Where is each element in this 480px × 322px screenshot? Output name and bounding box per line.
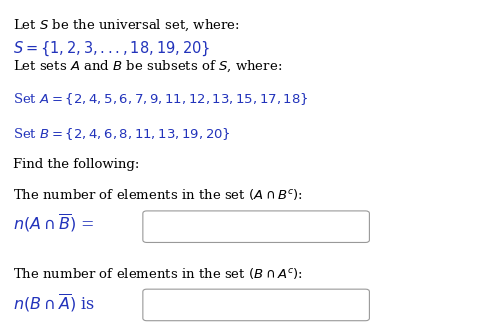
Text: The number of elements in the set $(A \cap B^c)$:: The number of elements in the set $(A \c… bbox=[13, 187, 303, 202]
FancyBboxPatch shape bbox=[143, 289, 369, 321]
Text: Find the following:: Find the following: bbox=[13, 158, 140, 171]
Text: Let $S$ be the universal set, where:: Let $S$ be the universal set, where: bbox=[13, 18, 240, 33]
FancyBboxPatch shape bbox=[143, 211, 369, 242]
Text: Set $A = \{2, 4, 5, 6, 7, 9, 11, 12, 13, 15, 17, 18\}$: Set $A = \{2, 4, 5, 6, 7, 9, 11, 12, 13,… bbox=[13, 91, 309, 107]
Text: The number of elements in the set $(B \cap A^c)$:: The number of elements in the set $(B \c… bbox=[13, 266, 303, 281]
Text: Set $B = \{2, 4, 6, 8, 11, 13, 19, 20\}$: Set $B = \{2, 4, 6, 8, 11, 13, 19, 20\}$ bbox=[13, 126, 231, 141]
Text: $n(A \cap \overline{B})$ =: $n(A \cap \overline{B})$ = bbox=[13, 213, 95, 234]
Text: $S = \{1, 2, 3, ..., 18, 19, 20\}$: $S = \{1, 2, 3, ..., 18, 19, 20\}$ bbox=[13, 39, 210, 58]
Text: Let sets $A$ and $B$ be subsets of $S$, where:: Let sets $A$ and $B$ be subsets of $S$, … bbox=[13, 59, 282, 74]
Text: $n(B \cap \overline{A})$ is: $n(B \cap \overline{A})$ is bbox=[13, 292, 96, 314]
